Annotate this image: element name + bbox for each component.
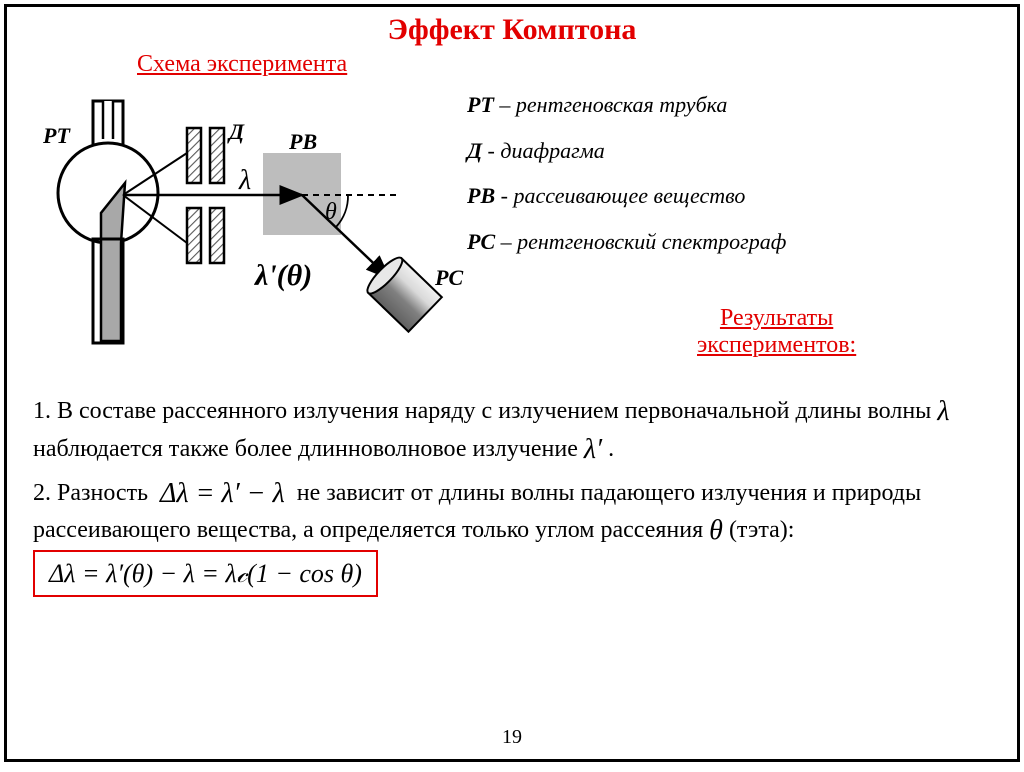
formula-box: Δλ = λ′(θ) − λ = λ𝒸(1 − cos θ) — [33, 550, 378, 597]
label-rc: РС — [435, 265, 463, 291]
p1-c: . — [608, 436, 614, 462]
results-text: 1. В составе рассеянного излучения наряд… — [33, 387, 991, 603]
results-heading-line2: экспериментов: — [697, 332, 856, 358]
p2-theta: θ — [709, 515, 723, 546]
legend-rc-expl: – рентгеновский спектрограф — [501, 229, 787, 254]
p2-c: (тэта): — [729, 517, 794, 543]
p1-lambda-prime: λ′ — [584, 434, 602, 465]
p1-b: наблюдается также более длинноволновое и… — [33, 436, 584, 462]
subtitle-scheme: Схема эксперимента — [137, 51, 1017, 78]
symbol-theta: θ — [325, 199, 337, 226]
legend-rc: РС – рентгеновский спектрограф — [467, 222, 786, 262]
results-heading: Результаты экспериментов: — [697, 305, 856, 359]
experiment-diagram: РТ Д РВ РС λ θ λ'(θ) — [27, 83, 467, 383]
label-d: Д — [229, 119, 244, 145]
result-1: 1. В составе рассеянного излучения наряд… — [33, 393, 991, 469]
page-title: Эффект Комптона — [7, 13, 1017, 47]
legend-rt-expl: – рентгеновская трубка — [499, 92, 727, 117]
legend-d-expl: - диафрагма — [488, 138, 605, 163]
result-2: 2. Разность Δλ = λ′ − λ не зависит от дл… — [33, 475, 991, 598]
p1-a: 1. В составе рассеянного излучения наряд… — [33, 398, 937, 424]
p1-lambda: λ — [937, 396, 949, 427]
legend-rt-abbr: РТ — [467, 92, 494, 117]
page-number: 19 — [7, 726, 1017, 749]
legend-rc-abbr: РС — [467, 229, 495, 254]
legend-d-abbr: Д — [467, 138, 482, 163]
legend: РТ – рентгеновская трубка Д - диафрагма … — [467, 85, 786, 267]
legend-rv-abbr: РВ — [467, 183, 495, 208]
legend-d: Д - диафрагма — [467, 131, 786, 171]
symbol-lambda-prime-theta: λ'(θ) — [255, 259, 312, 293]
legend-rt: РТ – рентгеновская трубка — [467, 85, 786, 125]
legend-rv: РВ - рассеивающее вещество — [467, 176, 786, 216]
label-rv: РВ — [289, 129, 317, 155]
label-rt: РТ — [43, 123, 70, 149]
xray-tube-icon — [58, 101, 158, 343]
results-heading-line1: Результаты — [720, 305, 833, 331]
legend-rv-expl: - рассеивающее вещество — [501, 183, 746, 208]
p2-a: 2. Разность — [33, 480, 154, 506]
symbol-lambda: λ — [239, 165, 251, 197]
p2-eq: Δλ = λ′ − λ — [160, 478, 285, 509]
